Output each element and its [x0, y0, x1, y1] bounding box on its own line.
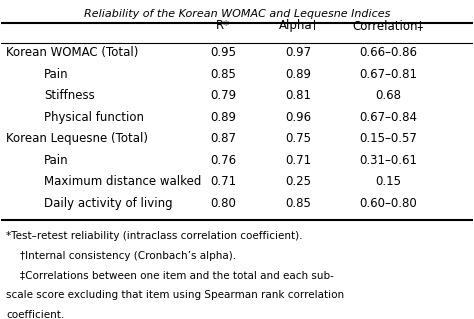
- Text: Reliability of the Korean WOMAC and Lequesne Indices: Reliability of the Korean WOMAC and Lequ…: [84, 9, 390, 19]
- Text: 0.71: 0.71: [210, 175, 236, 189]
- Text: 0.15–0.57: 0.15–0.57: [359, 132, 417, 145]
- Text: 0.60–0.80: 0.60–0.80: [359, 197, 417, 210]
- Text: 0.80: 0.80: [210, 197, 236, 210]
- Text: coefficient.: coefficient.: [6, 310, 64, 319]
- Text: 0.67–0.84: 0.67–0.84: [359, 111, 417, 124]
- Text: 0.89: 0.89: [210, 111, 236, 124]
- Text: 0.76: 0.76: [210, 154, 236, 167]
- Text: 0.85: 0.85: [210, 68, 236, 80]
- Text: Daily activity of living: Daily activity of living: [44, 197, 173, 210]
- Text: Stiffness: Stiffness: [44, 89, 94, 102]
- Text: 0.68: 0.68: [375, 89, 401, 102]
- Text: 0.75: 0.75: [285, 132, 311, 145]
- Text: 0.25: 0.25: [285, 175, 311, 189]
- Text: 0.89: 0.89: [285, 68, 311, 80]
- Text: ‡Correlations between one item and the total and each sub-: ‡Correlations between one item and the t…: [20, 271, 334, 281]
- Text: 0.79: 0.79: [210, 89, 236, 102]
- Text: 0.96: 0.96: [285, 111, 311, 124]
- Text: *Test–retest reliability (intraclass correlation coefficient).: *Test–retest reliability (intraclass cor…: [6, 231, 302, 241]
- Text: 0.71: 0.71: [285, 154, 311, 167]
- Text: Maximum distance walked: Maximum distance walked: [44, 175, 201, 189]
- Text: 0.66–0.86: 0.66–0.86: [359, 46, 417, 59]
- Text: †Internal consistency (Cronbach’s alpha).: †Internal consistency (Cronbach’s alpha)…: [20, 251, 237, 261]
- Text: 0.31–0.61: 0.31–0.61: [359, 154, 417, 167]
- Text: Alpha†: Alpha†: [279, 19, 318, 32]
- Text: Physical function: Physical function: [44, 111, 144, 124]
- Text: 0.87: 0.87: [210, 132, 236, 145]
- Text: 0.81: 0.81: [285, 89, 311, 102]
- Text: 0.85: 0.85: [285, 197, 311, 210]
- Text: R*: R*: [216, 19, 230, 32]
- Text: Correlation‡: Correlation‡: [352, 19, 423, 32]
- Text: Pain: Pain: [44, 68, 68, 80]
- Text: Korean Lequesne (Total): Korean Lequesne (Total): [6, 132, 148, 145]
- Text: 0.95: 0.95: [210, 46, 236, 59]
- Text: Pain: Pain: [44, 154, 68, 167]
- Text: scale score excluding that item using Spearman rank correlation: scale score excluding that item using Sp…: [6, 291, 344, 300]
- Text: 0.67–0.81: 0.67–0.81: [359, 68, 417, 80]
- Text: 0.15: 0.15: [375, 175, 401, 189]
- Text: 0.97: 0.97: [285, 46, 311, 59]
- Text: Korean WOMAC (Total): Korean WOMAC (Total): [6, 46, 138, 59]
